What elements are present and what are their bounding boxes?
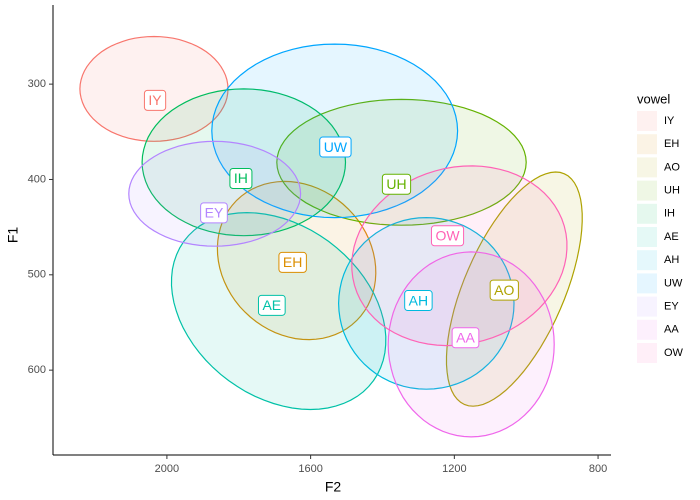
legend-key <box>637 180 657 201</box>
point-label: AA <box>451 327 480 349</box>
legend-label: UH <box>664 185 680 197</box>
label-text: AO <box>494 282 514 298</box>
legend-label: IH <box>664 208 675 220</box>
x-tick-label: 1600 <box>298 463 322 475</box>
legend-key <box>637 157 657 178</box>
legend-label: AE <box>664 231 679 243</box>
legend-label: AO <box>664 161 680 173</box>
y-tick-label: 500 <box>28 269 46 281</box>
legend-label: IY <box>664 115 675 127</box>
x-tick-label: 800 <box>589 463 607 475</box>
legend-key <box>637 203 657 224</box>
x-tick-label: 1200 <box>442 463 466 475</box>
ellipse <box>128 140 302 247</box>
point-label: AE <box>257 294 286 316</box>
label-text: AA <box>456 329 475 345</box>
legend-label: OW <box>664 347 684 359</box>
label-box <box>319 136 352 158</box>
point-label: AH <box>404 290 433 312</box>
legend-label: AH <box>664 254 679 266</box>
label-box <box>229 168 253 190</box>
ellipse <box>141 88 347 237</box>
label-text: UW <box>324 139 348 155</box>
legend-title: vowel <box>637 91 670 106</box>
point-label: OW <box>430 225 465 247</box>
legend-key <box>637 296 657 317</box>
point-label: IY <box>143 89 167 111</box>
label-box <box>451 327 480 349</box>
point-label: AO <box>489 279 519 301</box>
label-text: EY <box>205 205 224 221</box>
x-tick-label: 2000 <box>155 463 179 475</box>
label-text: IY <box>148 92 162 108</box>
y-axis-title: F1 <box>5 227 21 244</box>
legend-key <box>637 250 657 271</box>
label-text: IH <box>234 170 248 186</box>
label-box <box>430 225 465 247</box>
label-box <box>278 251 307 273</box>
ellipse <box>276 98 527 226</box>
label-text: AE <box>262 297 281 313</box>
point-label: IH <box>229 168 253 190</box>
y-tick-label: 400 <box>28 173 46 185</box>
point-label: UH <box>381 173 412 195</box>
y-tick-label: 600 <box>28 364 46 376</box>
point-label: EY <box>200 202 228 224</box>
label-box <box>143 89 167 111</box>
legend-label: AA <box>664 324 679 336</box>
label-box <box>404 290 433 312</box>
label-text: AH <box>409 292 428 308</box>
legend-label: EH <box>664 138 679 150</box>
legend-label: EY <box>664 301 679 313</box>
legend-key <box>637 134 657 155</box>
legend-key <box>637 319 657 340</box>
legend-key <box>637 111 657 131</box>
legend-key <box>637 343 657 363</box>
label-text: OW <box>435 227 460 243</box>
legend-key <box>637 227 657 247</box>
label-text: UH <box>386 176 406 192</box>
label-text: EH <box>283 254 302 270</box>
label-box <box>200 202 228 224</box>
label-box <box>489 279 519 301</box>
point-label: EH <box>278 251 307 273</box>
label-box <box>257 294 286 316</box>
point-label: UW <box>319 136 352 158</box>
legend-key <box>637 273 657 294</box>
legend-label: UW <box>664 277 683 289</box>
label-box <box>381 173 412 195</box>
y-tick-label: 300 <box>28 78 46 90</box>
x-axis-title: F2 <box>325 479 342 495</box>
